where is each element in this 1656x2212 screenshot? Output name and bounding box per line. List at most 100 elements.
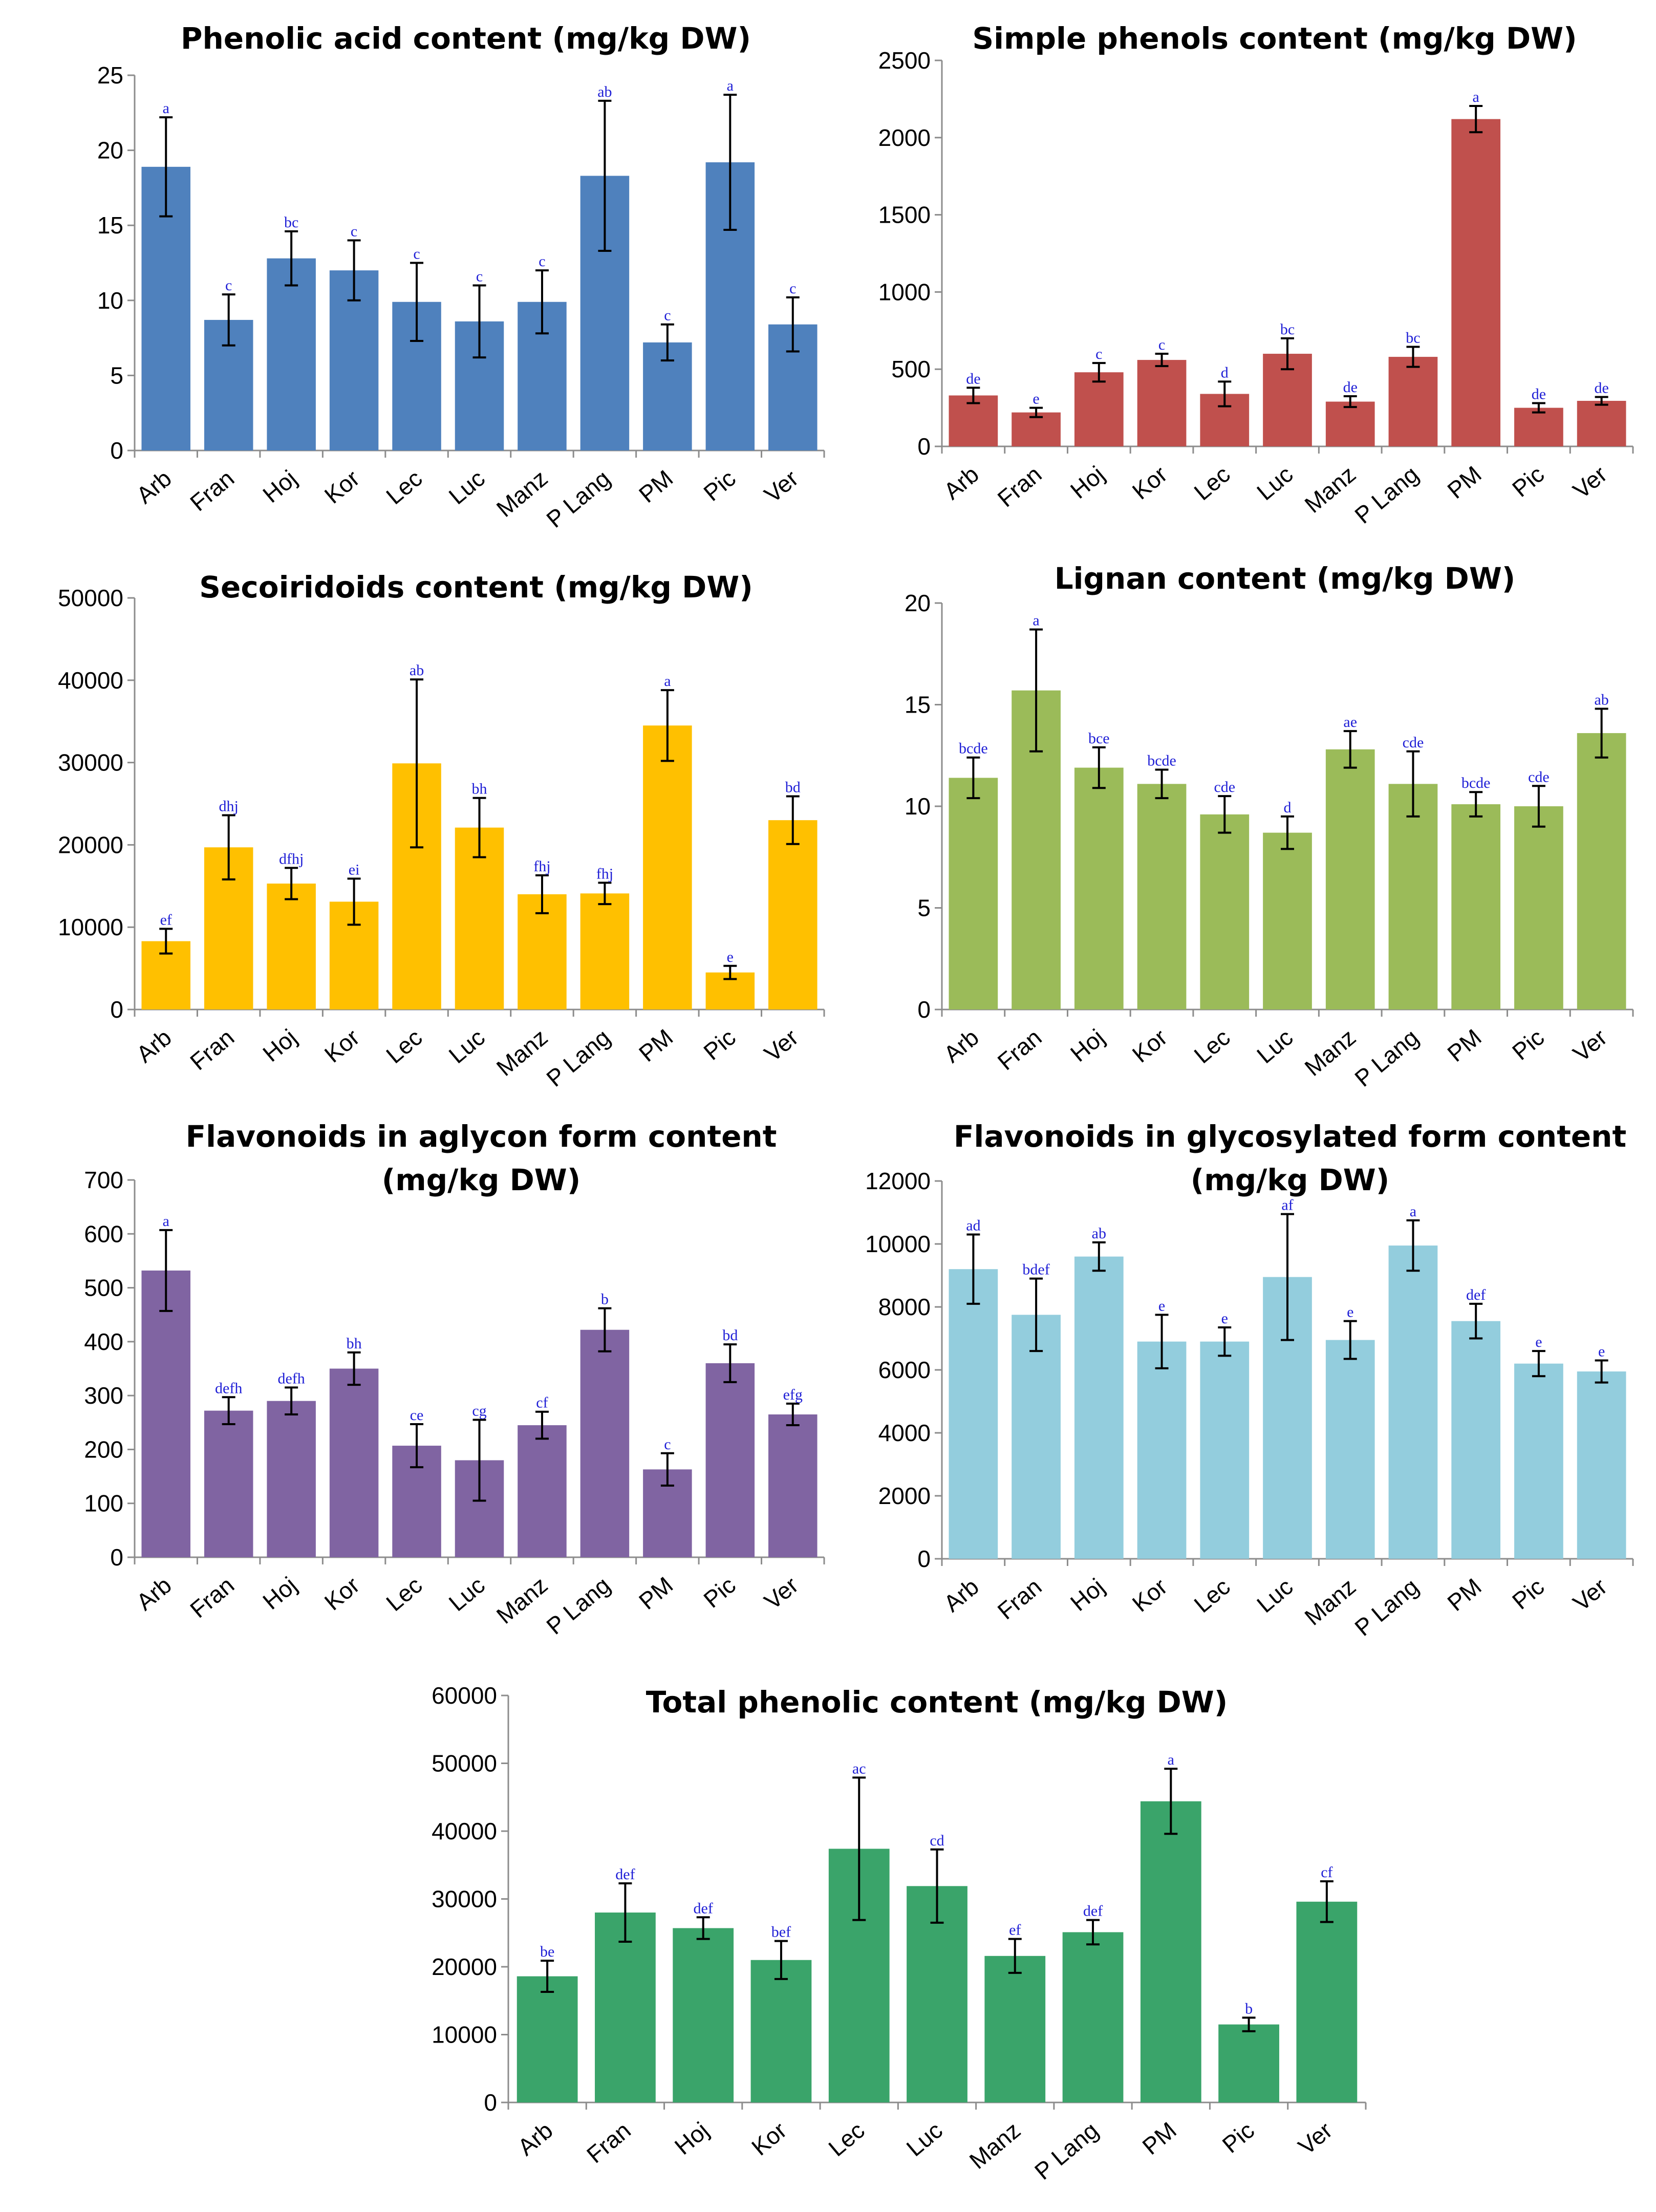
category-label: Pic — [698, 465, 740, 506]
category-label: Fran — [993, 1573, 1047, 1625]
category-label: Pic — [698, 1024, 740, 1065]
y-tick-label: 20000 — [58, 831, 123, 858]
significance-letter: a — [1168, 1751, 1174, 1768]
significance-letter: bh — [347, 1335, 362, 1352]
category-label: Arb — [131, 1024, 176, 1068]
y-tick-label: 10000 — [58, 914, 123, 940]
y-tick-label: 12000 — [865, 1168, 931, 1194]
category-label: Fran — [993, 1024, 1047, 1076]
bar — [1451, 119, 1501, 446]
y-tick-label: 20 — [97, 137, 123, 164]
significance-letter: c — [664, 1436, 671, 1453]
category-label: Luc — [444, 1572, 490, 1617]
y-tick-label: 300 — [84, 1382, 123, 1409]
category-label: Ver — [759, 465, 803, 508]
significance-letter: c — [1095, 346, 1102, 362]
significance-letter: c — [1158, 336, 1165, 353]
bar — [1200, 1341, 1250, 1559]
bar — [580, 1329, 630, 1557]
bar — [1388, 1245, 1438, 1559]
chart-title: Total phenolic content (mg/kg DW) — [646, 1685, 1228, 1720]
bar — [141, 1270, 190, 1557]
bar — [673, 1928, 734, 2102]
bar — [517, 1976, 578, 2102]
chart-title: Secoiridoids content (mg/kg DW) — [199, 570, 753, 605]
category-label: Ver — [759, 1024, 803, 1067]
y-tick-label: 5 — [917, 895, 931, 921]
significance-letter: ef — [160, 911, 172, 928]
category-label: Pic — [698, 1572, 740, 1613]
y-tick-label: 0 — [917, 1545, 931, 1572]
category-label: Luc — [1252, 1573, 1298, 1618]
y-tick-label: 10000 — [432, 2022, 497, 2048]
significance-letter: cf — [1321, 1864, 1332, 1881]
y-tick-label: 0 — [110, 996, 123, 1023]
significance-letter: bcde — [959, 740, 988, 757]
significance-letter: bh — [472, 781, 487, 798]
bar — [580, 893, 630, 1010]
category-label: Luc — [444, 465, 490, 510]
y-tick-label: 500 — [84, 1275, 123, 1301]
y-tick-label: 500 — [891, 356, 931, 382]
significance-letter: ac — [852, 1760, 866, 1777]
bar — [750, 1960, 812, 2102]
bar — [643, 725, 692, 1010]
y-tick-label: 100 — [84, 1490, 123, 1517]
bar — [1012, 412, 1061, 446]
bar — [1137, 1341, 1187, 1559]
y-tick-label: 2500 — [878, 47, 931, 74]
significance-letter: cd — [930, 1832, 944, 1849]
significance-letter: ab — [1092, 1225, 1106, 1242]
significance-letter: bd — [785, 779, 801, 796]
significance-letter: ab — [1594, 691, 1608, 708]
chart-panel-simple-phenols: Simple phenols content (mg/kg DW) 0 500 100… — [878, 21, 1634, 529]
significance-letter: bce — [1088, 730, 1110, 747]
y-tick-label: 20000 — [432, 1953, 497, 1980]
significance-letter: c — [664, 307, 671, 324]
bar — [1514, 806, 1563, 1010]
bar — [949, 778, 998, 1010]
significance-letter: cde — [1528, 768, 1550, 785]
category-label: Lec — [381, 465, 427, 510]
category-label: Kor — [319, 1024, 364, 1068]
bar — [1514, 1363, 1563, 1559]
category-label: PM — [634, 1572, 678, 1615]
significance-letter: fhj — [533, 858, 550, 875]
category-label: P Lang — [1349, 1573, 1423, 1641]
significance-letter: def — [615, 1866, 635, 1883]
bar — [1325, 401, 1375, 446]
chart-title: Flavonoids in aglycon form content — [186, 1119, 777, 1154]
significance-letter: cg — [472, 1403, 486, 1420]
significance-letter: e — [1221, 1310, 1228, 1327]
category-label: Luc — [901, 2117, 948, 2162]
significance-letter: efg — [783, 1386, 803, 1403]
category-label: Arb — [939, 1573, 984, 1617]
significance-letter: def — [694, 1900, 713, 1917]
chart-panel-lignan: Lignan content (mg/kg DW) 0 5 10 15 20 bcde Arb… — [905, 561, 1634, 1092]
significance-letter: ab — [410, 662, 424, 679]
significance-letter: bc — [284, 214, 298, 231]
category-label: Arb — [131, 465, 176, 509]
category-label: Luc — [444, 1024, 490, 1069]
y-tick-label: 10000 — [865, 1231, 931, 1257]
category-label: Fran — [582, 2117, 636, 2168]
bar — [949, 1269, 998, 1559]
y-tick-label: 6000 — [878, 1357, 931, 1383]
significance-letter: a — [1033, 612, 1039, 629]
category-label: Hoj — [670, 2117, 714, 2160]
category-label: Luc — [1252, 461, 1298, 506]
significance-letter: de — [1532, 386, 1546, 403]
significance-letter: c — [413, 246, 420, 263]
category-label: Lec — [381, 1024, 427, 1069]
significance-letter: c — [539, 253, 545, 270]
category-label: P Lang — [1349, 461, 1423, 529]
y-tick-label: 10 — [97, 287, 123, 314]
category-label: Manz — [964, 2117, 1026, 2174]
y-tick-label: 30000 — [432, 1886, 497, 1913]
bar — [1140, 1801, 1201, 2102]
significance-letter: ef — [1009, 1922, 1021, 1939]
chart-panel-flavonoids-glycosylated: Flavonoids in glycosylated form content (… — [865, 1119, 1634, 1641]
significance-letter: ad — [966, 1217, 980, 1234]
category-label: Lec — [1189, 1024, 1235, 1069]
